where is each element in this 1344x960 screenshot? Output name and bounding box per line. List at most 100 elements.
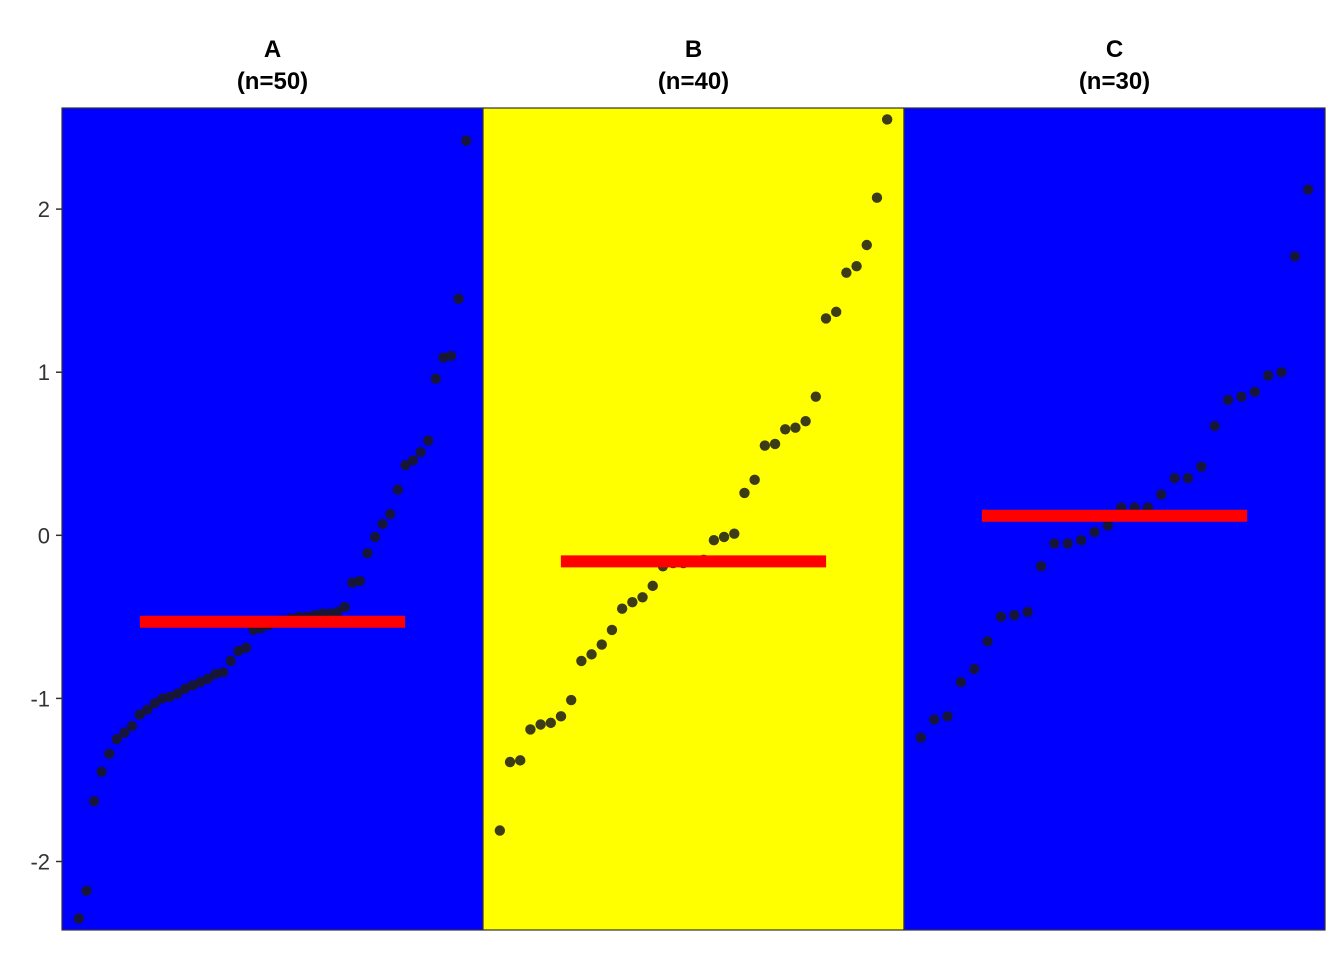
data-point: [739, 487, 750, 499]
data-point: [871, 192, 883, 203]
data-point: [535, 719, 546, 730]
data-point: [392, 484, 404, 495]
y-tick-label: 1: [38, 360, 50, 385]
y-axis: -2 -1 0 1 2: [30, 197, 62, 875]
data-point: [407, 455, 419, 466]
data-point: [708, 535, 720, 546]
data-point: [422, 435, 434, 446]
data-point: [377, 518, 388, 530]
data-point: [1075, 535, 1087, 546]
data-point: [1276, 367, 1287, 378]
data-point: [769, 438, 781, 450]
y-tick-label: 0: [38, 523, 50, 548]
data-point: [759, 440, 771, 451]
data-point: [369, 531, 381, 543]
data-point: [240, 642, 252, 654]
data-point: [955, 676, 967, 688]
data-point: [385, 508, 396, 520]
data-point: [915, 732, 927, 743]
data-point: [81, 885, 92, 897]
data-point: [430, 373, 441, 384]
data-point: [1035, 561, 1047, 572]
data-point: [1102, 520, 1114, 531]
data-point: [1022, 606, 1033, 618]
y-tick-label: -1: [30, 686, 50, 711]
panel-background: [61, 107, 484, 931]
data-point: [647, 580, 658, 592]
data-point: [172, 688, 183, 699]
facet-title: C: [1106, 36, 1123, 63]
y-ticks: -2 -1 0 1 2: [30, 197, 62, 875]
facet-panel-a: A (n=50): [61, 36, 484, 931]
data-point: [780, 424, 791, 435]
data-point: [445, 350, 457, 362]
data-point: [718, 531, 730, 543]
data-point: [1236, 391, 1247, 402]
data-point: [555, 711, 567, 722]
data-point: [362, 548, 373, 559]
data-point: [104, 748, 115, 760]
facet-subtitle: (n=50): [237, 68, 308, 95]
data-point: [820, 313, 832, 324]
facet-subtitle: (n=30): [1079, 68, 1150, 95]
data-point: [73, 913, 85, 924]
data-point: [460, 135, 472, 146]
data-point: [995, 611, 1007, 623]
data-point: [982, 636, 993, 647]
facet-subtitle: (n=40): [658, 68, 729, 95]
data-point: [851, 261, 862, 272]
data-point: [606, 624, 618, 636]
data-point: [504, 756, 516, 768]
data-point: [1062, 538, 1073, 549]
data-point: [1196, 461, 1207, 473]
data-point: [1222, 394, 1234, 406]
data-point: [525, 724, 536, 735]
data-point: [969, 663, 980, 675]
data-point: [331, 606, 343, 618]
data-point: [810, 391, 822, 402]
data-point: [841, 267, 852, 278]
data-point: [586, 649, 597, 660]
y-tick-label: 2: [38, 197, 50, 222]
data-point: [515, 755, 526, 766]
data-point: [861, 239, 872, 251]
data-point: [225, 655, 236, 667]
facet-title: A: [264, 36, 281, 63]
data-point: [790, 422, 801, 433]
data-point: [749, 474, 760, 486]
data-point: [88, 795, 100, 807]
facet-panel-b: B (n=40): [482, 36, 905, 931]
data-point: [1156, 489, 1167, 500]
data-point: [1249, 386, 1260, 397]
data-point: [111, 733, 123, 745]
data-point: [354, 575, 366, 587]
data-point: [119, 727, 130, 738]
data-point: [149, 698, 160, 709]
data-point: [800, 415, 811, 427]
facet-panel-c: C (n=30): [903, 36, 1326, 931]
data-point: [627, 596, 638, 608]
data-point: [453, 293, 464, 305]
data-point: [1009, 610, 1020, 621]
data-point: [141, 704, 153, 716]
data-point: [202, 673, 214, 685]
panel-background: [482, 107, 905, 931]
data-point: [415, 446, 426, 458]
data-point: [339, 601, 350, 613]
data-point: [1182, 473, 1194, 484]
data-point: [616, 603, 628, 614]
data-point: [928, 714, 940, 725]
data-point: [729, 528, 740, 539]
data-point: [942, 711, 953, 722]
data-point: [1302, 184, 1314, 195]
data-point: [126, 720, 138, 732]
data-point: [134, 709, 145, 720]
data-point: [830, 306, 842, 318]
data-point: [565, 694, 577, 706]
data-point: [1209, 420, 1220, 432]
data-point: [1089, 526, 1100, 538]
y-tick-label: -2: [30, 850, 50, 875]
data-point: [576, 655, 587, 667]
data-point: [637, 592, 648, 603]
